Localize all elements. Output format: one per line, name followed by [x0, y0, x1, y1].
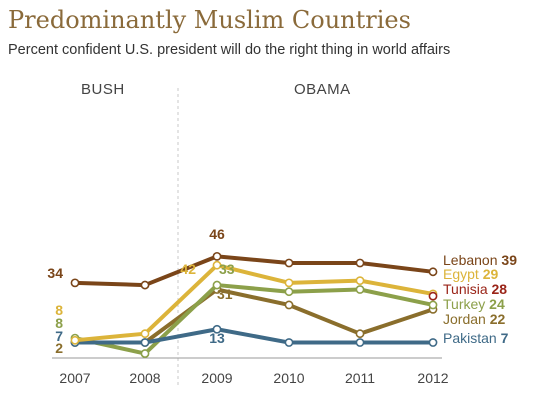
end-label-name: Jordan: [443, 311, 490, 327]
end-label-name: Lebanon: [443, 252, 501, 268]
data-point-turkey: [428, 300, 438, 310]
data-point-turkey: [355, 285, 365, 294]
x-axis-ticks: 2007 2008 2009 2010 2011 2012: [59, 370, 448, 386]
data-point-turkey: [284, 287, 294, 297]
peak-label-pakistan: 13: [209, 330, 225, 346]
chart-title: Predominantly Muslim Countries: [8, 6, 411, 34]
end-label-value: 29: [483, 266, 499, 282]
data-point-lebanon: [212, 251, 222, 261]
end-label-value: 28: [492, 281, 508, 297]
data-point-pakistan: [428, 338, 438, 347]
end-label-value: 39: [501, 252, 517, 268]
data-point-pakistan: [355, 338, 365, 347]
data-point-lebanon: [355, 258, 365, 268]
data-point-lebanon: [70, 278, 80, 288]
end-label-value: 7: [501, 330, 509, 346]
peak-label-egypt: 42: [180, 261, 196, 277]
x-tick-label: 2009: [201, 370, 232, 386]
data-point-egypt: [355, 276, 365, 286]
era-label-bush: BUSH: [81, 81, 125, 98]
data-point-lebanon: [284, 258, 294, 268]
series-line-pakistan: [73, 327, 435, 345]
end-label-jordan: Jordan 22: [443, 311, 505, 327]
chart-subtitle: Percent confident U.S. president will do…: [8, 42, 450, 58]
data-point-lebanon: [140, 280, 150, 290]
end-label-pakistan: Pakistan 7: [443, 330, 509, 346]
data-point-turkey: [212, 280, 222, 290]
end-label-value: 24: [489, 296, 505, 312]
data-point-pakistan: [140, 338, 150, 347]
start-label-lebanon: 34: [47, 265, 63, 281]
data-point-egypt: [70, 335, 80, 345]
end-label-turkey: Turkey 24: [443, 296, 505, 312]
end-label-value: 22: [490, 311, 506, 327]
peak-label-lebanon: 46: [209, 226, 225, 242]
end-label-tunisia: Tunisia 28: [443, 281, 507, 297]
end-label-name: Pakistan: [443, 330, 501, 346]
data-point-tunisia: [428, 291, 438, 301]
end-label-name: Tunisia: [443, 281, 492, 297]
start-label-turkey: 8: [55, 315, 63, 331]
peak-label-jordan: 31: [217, 286, 233, 302]
data-point-egypt: [212, 260, 222, 270]
peak-label-turkey: 33: [219, 261, 235, 277]
end-label-egypt: Egypt 29: [443, 266, 498, 282]
start-label-egypt: 8: [55, 302, 63, 318]
x-tick-label: 2007: [59, 370, 90, 386]
data-point-jordan: [355, 329, 365, 339]
data-point-jordan: [284, 300, 294, 310]
series-line-egypt: [73, 263, 435, 343]
x-tick-label: 2010: [273, 370, 304, 386]
data-point-lebanon: [428, 267, 438, 277]
series-line-turkey: [73, 283, 435, 356]
end-label-name: Turkey: [443, 296, 489, 312]
x-tick-label: 2008: [129, 370, 160, 386]
series-layer: [70, 251, 438, 358]
data-point-egypt: [284, 278, 294, 288]
x-tick-label: 2011: [345, 370, 375, 386]
start-label-jordan: 2: [55, 340, 63, 356]
data-point-turkey: [140, 349, 150, 358]
end-label-lebanon: Lebanon 39: [443, 252, 517, 268]
start-label-pakistan: 7: [55, 328, 63, 344]
x-tick-label: 2012: [417, 370, 448, 386]
series-line-lebanon: [73, 254, 435, 288]
end-label-name: Egypt: [443, 266, 483, 282]
era-label-obama: OBAMA: [294, 81, 351, 98]
data-point-egypt: [140, 329, 150, 339]
data-point-pakistan: [212, 324, 222, 334]
data-point-pakistan: [284, 338, 294, 347]
